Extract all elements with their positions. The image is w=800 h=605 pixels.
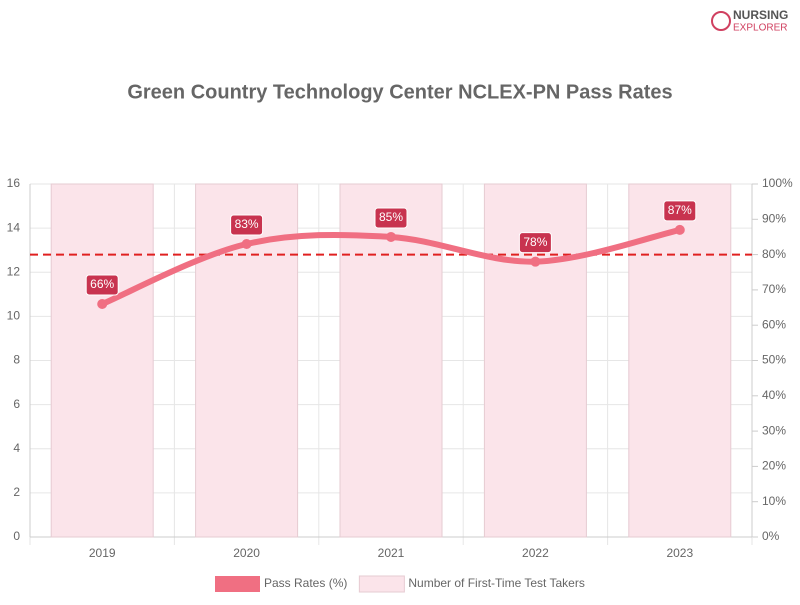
point xyxy=(674,224,685,235)
legend-swatch xyxy=(215,576,260,592)
x-tick-label: 2021 xyxy=(378,546,405,560)
y2-tick-label: 60% xyxy=(762,317,786,331)
legend-label: Number of First-Time Test Takers xyxy=(408,576,584,590)
bar xyxy=(50,183,154,538)
legend-label: Pass Rates (%) xyxy=(264,576,347,590)
x-tick-label: 2019 xyxy=(89,546,116,560)
y2-tick-label: 70% xyxy=(762,282,786,296)
chart-title: Green Country Technology Center NCLEX-PN… xyxy=(127,81,672,103)
label-box xyxy=(85,274,119,296)
legend-swatch xyxy=(358,575,405,593)
y2-tick-label: 80% xyxy=(762,247,786,261)
y2-tick-label: 20% xyxy=(762,459,786,473)
y2-tick-label: 10% xyxy=(762,494,786,508)
y2-tick-label: 90% xyxy=(762,211,786,225)
label-box xyxy=(230,214,264,236)
point xyxy=(386,231,396,242)
y2-tick-label: 100% xyxy=(762,176,793,190)
label-box xyxy=(663,200,697,222)
y-tick-label: 8 xyxy=(13,353,20,367)
data-label: 66% xyxy=(90,277,114,291)
y-tick-label: 12 xyxy=(7,264,21,278)
label-box xyxy=(518,232,552,254)
logo-icon xyxy=(711,11,731,31)
x-tick-label: 2022 xyxy=(522,546,549,560)
y-tick-label: 10 xyxy=(7,309,21,323)
bar xyxy=(628,183,732,538)
data-label: 78% xyxy=(523,235,547,249)
label-box xyxy=(374,207,408,229)
y-tick-label: 4 xyxy=(13,441,20,455)
y2-tick-label: 40% xyxy=(762,388,786,402)
logo-text: EXPLORER xyxy=(733,23,787,34)
point xyxy=(530,256,541,267)
y2-tick-label: 0% xyxy=(762,529,780,543)
y-tick-label: 6 xyxy=(13,397,20,411)
y-tick-label: 14 xyxy=(7,220,21,234)
point xyxy=(97,299,108,310)
y2-tick-label: 50% xyxy=(762,353,786,367)
point xyxy=(241,239,252,250)
y-tick-label: 16 xyxy=(7,176,21,190)
data-label: 85% xyxy=(379,210,403,224)
y-tick-label: 0 xyxy=(13,529,20,543)
data-label: 83% xyxy=(235,217,259,231)
logo-text: NURSING xyxy=(733,8,788,22)
y2-tick-label: 30% xyxy=(762,423,786,437)
data-label: 87% xyxy=(668,203,692,217)
y-tick-label: 2 xyxy=(13,485,20,499)
x-tick-label: 2020 xyxy=(233,546,260,560)
x-tick-label: 2023 xyxy=(666,546,693,560)
